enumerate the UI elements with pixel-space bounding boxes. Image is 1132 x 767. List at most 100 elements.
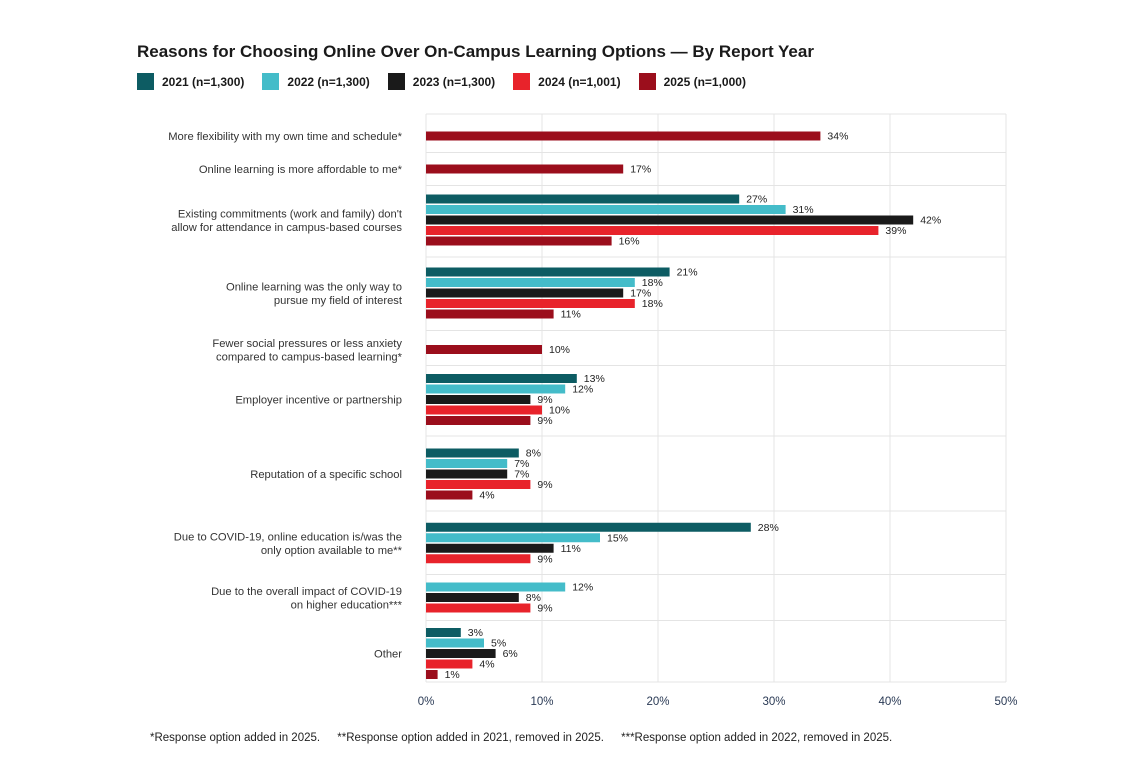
bar (426, 278, 635, 287)
bar-value-label: 8% (526, 448, 541, 460)
bar (426, 131, 821, 141)
bar-value-label: 3% (468, 627, 483, 639)
bar (426, 533, 600, 543)
bar-value-label: 8% (526, 592, 541, 604)
category-label: on higher education*** (291, 599, 403, 611)
bar (426, 384, 566, 394)
bar-value-label: 6% (503, 648, 518, 660)
category-label: Due to COVID-19, online education is/was… (174, 531, 402, 543)
bar (426, 670, 438, 679)
bar-value-label: 42% (920, 215, 941, 227)
footnotes: *Response option added in 2025. **Respon… (150, 732, 906, 744)
bar (426, 659, 473, 669)
bar (426, 205, 786, 214)
bar-value-label: 7% (514, 469, 529, 481)
chart-title: Reasons for Choosing Online Over On-Camp… (137, 42, 814, 61)
legend-item-2022: 2022 (n=1,300) (262, 73, 370, 90)
bar-value-label: 10% (549, 344, 570, 356)
bar-value-label: 7% (514, 458, 529, 470)
bar-value-label: 18% (642, 298, 663, 310)
bar-value-label: 9% (537, 553, 552, 565)
category-label: only option available to me** (261, 545, 403, 557)
legend-item-2021: 2021 (n=1,300) (137, 73, 244, 90)
bar (426, 638, 484, 648)
legend-item-2025: 2025 (n=1,000) (638, 73, 746, 90)
category-label: compared to campus-based learning* (216, 351, 403, 363)
x-tick-label: 30% (762, 696, 785, 708)
bar-value-label: 31% (793, 204, 814, 216)
bar (426, 649, 496, 658)
category-label: Existing commitments (work and family) d… (178, 208, 403, 220)
x-tick-label: 20% (646, 696, 669, 708)
bar-value-label: 18% (642, 277, 663, 289)
bar (426, 490, 473, 500)
bar-value-label: 34% (827, 131, 848, 143)
bar-value-label: 11% (561, 309, 581, 321)
bar-value-label: 17% (630, 288, 651, 300)
category-label: Online learning was the only way to (226, 281, 402, 293)
bar (426, 582, 566, 592)
category-label: Due to the overall impact of COVID-19 (211, 586, 402, 598)
bar (426, 593, 519, 602)
x-tick-label: 0% (418, 696, 435, 708)
footnote-3: ***Response option added in 2022, remove… (621, 732, 893, 744)
bar-value-label: 17% (630, 164, 651, 176)
legend-swatch-2024 (513, 73, 531, 90)
x-tick-label: 40% (878, 696, 901, 708)
bar (426, 299, 635, 308)
bar (426, 603, 531, 613)
category-label: Employer incentive or partnership (235, 395, 402, 407)
bar (426, 236, 612, 246)
bar (426, 628, 461, 637)
bar (426, 288, 624, 298)
legend-label-2023: 2023 (n=1,300) (412, 74, 496, 89)
bar (426, 405, 542, 415)
x-tick-label: 10% (530, 696, 553, 708)
footnote-2: **Response option added in 2021, removed… (337, 732, 604, 744)
bar-value-label: 21% (677, 267, 698, 279)
bar-value-label: 15% (607, 532, 628, 544)
bar-value-label: 10% (549, 405, 570, 417)
bar (426, 554, 531, 564)
bar (426, 194, 740, 204)
legend-swatch-2021 (137, 73, 154, 90)
category-label: Reputation of a specific school (250, 469, 402, 481)
bar (426, 543, 554, 553)
bar (426, 374, 577, 383)
bar-value-label: 12% (572, 384, 593, 396)
bar-value-label: 1% (445, 669, 460, 681)
bar (426, 395, 531, 404)
category-label: Other (374, 649, 402, 661)
legend-label-2025: 2025 (n=1,000) (663, 74, 746, 89)
legend-swatch-2022 (262, 73, 280, 90)
bar-value-label: 28% (758, 522, 779, 534)
bar-value-label: 4% (479, 659, 494, 671)
bar-value-label: 9% (537, 479, 552, 491)
bar-value-label: 39% (885, 225, 906, 237)
bar (426, 215, 914, 225)
legend-item-2023: 2023 (n=1,300) (387, 73, 496, 90)
category-label: allow for attendance in campus-based cou… (171, 222, 402, 234)
category-label: pursue my field of interest (274, 295, 403, 307)
bar-value-label: 12% (572, 582, 593, 594)
footnote-1: *Response option added in 2025. (150, 732, 321, 744)
legend-label-2021: 2021 (n=1,300) (162, 74, 245, 89)
bar (426, 459, 508, 468)
bar-value-label: 9% (537, 603, 552, 615)
bar (426, 416, 531, 425)
legend-item-2024: 2024 (n=1,001) (513, 73, 621, 90)
category-label: More flexibility with my own time and sc… (168, 131, 402, 143)
legend: 2021 (n=1,300) 2022 (n=1,300) 2023 (n=1,… (137, 73, 764, 90)
bar (426, 448, 519, 458)
bar (426, 164, 624, 174)
bar (426, 267, 670, 277)
bar (426, 522, 751, 532)
bar-value-label: 9% (537, 415, 552, 427)
bar-value-label: 9% (537, 394, 552, 406)
legend-label-2022: 2022 (n=1,300) (287, 74, 370, 89)
category-label: Online learning is more affordable to me… (199, 164, 403, 176)
category-label: Fewer social pressures or less anxiety (212, 338, 402, 350)
bar-value-label: 13% (584, 373, 605, 385)
bar (426, 345, 542, 354)
